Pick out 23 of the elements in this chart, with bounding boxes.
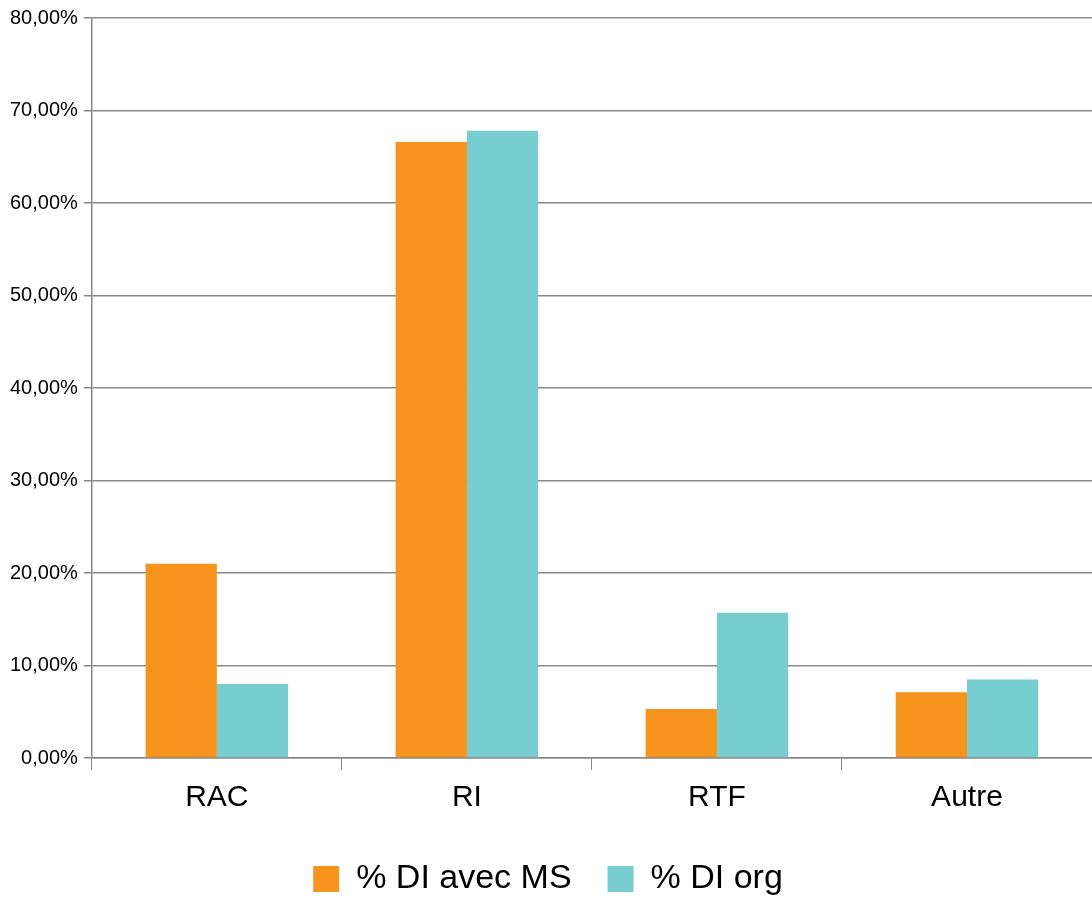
legend-label: % DI org	[650, 857, 783, 896]
bar	[395, 141, 467, 758]
x-tick-label: RTF	[688, 779, 746, 813]
bar	[466, 130, 539, 758]
bar	[895, 692, 967, 758]
y-tick-label: 30,00%	[9, 468, 79, 491]
y-tick-label: 40,00%	[9, 375, 79, 398]
bar	[645, 708, 717, 758]
x-tick-label: RAC	[185, 779, 249, 813]
bar	[716, 612, 789, 758]
y-tick-label: 70,00%	[9, 98, 79, 121]
x-tick-label: RI	[451, 779, 482, 813]
bar	[966, 679, 1039, 758]
y-tick-label: 60,00%	[9, 190, 79, 213]
x-tick-label: Autre	[931, 779, 1003, 813]
y-tick-label: 50,00%	[9, 283, 79, 306]
legend-label: % DI avec MS	[356, 857, 572, 896]
y-tick-label: 0,00%	[21, 745, 79, 768]
y-tick-label: 80,00%	[9, 5, 79, 28]
y-tick-label: 10,00%	[9, 653, 79, 676]
bar	[145, 563, 217, 758]
bar	[216, 684, 289, 758]
y-tick-label: 20,00%	[9, 560, 79, 583]
